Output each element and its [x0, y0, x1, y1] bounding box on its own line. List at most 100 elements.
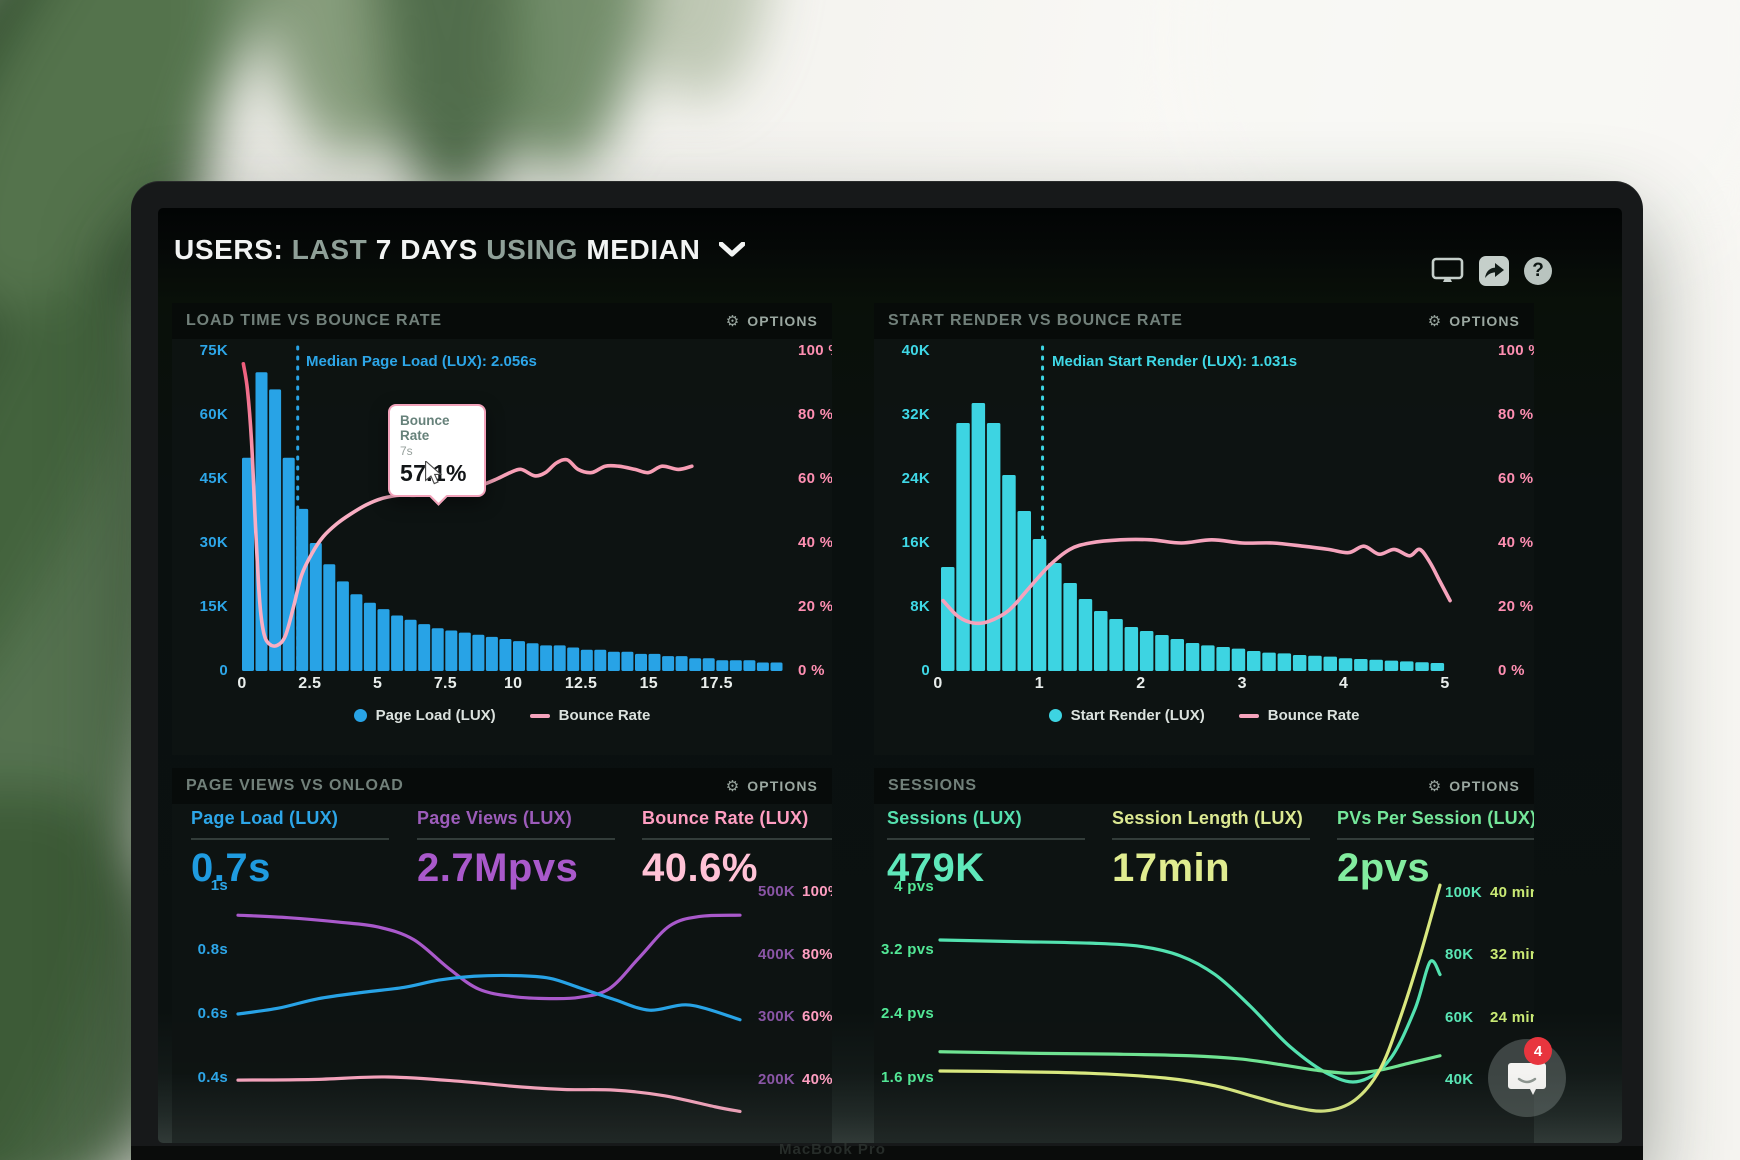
- chart-canvas-start-render[interactable]: [874, 303, 1534, 755]
- bar[interactable]: [485, 636, 498, 671]
- panel-header: START RENDER VS BOUNCE RATE ⚙ OPTIONS: [874, 303, 1534, 339]
- bar[interactable]: [702, 658, 715, 671]
- bar[interactable]: [404, 619, 417, 671]
- panel-title: START RENDER VS BOUNCE RATE: [888, 312, 1183, 329]
- bar[interactable]: [499, 639, 512, 671]
- bar[interactable]: [635, 653, 647, 671]
- panel-sessions: SESSIONS ⚙ OPTIONS Sessions (LUX) 479K Se…: [874, 768, 1534, 1143]
- bar[interactable]: [350, 594, 363, 671]
- options-button[interactable]: ⚙ OPTIONS: [1427, 777, 1520, 795]
- axis-label: 80 %: [1498, 406, 1534, 423]
- bar[interactable]: [1201, 645, 1215, 671]
- bar[interactable]: [743, 660, 756, 671]
- chart-canvas-sessions[interactable]: [874, 768, 1534, 1143]
- bar[interactable]: [729, 660, 742, 671]
- help-icon[interactable]: ?: [1524, 257, 1552, 285]
- bar[interactable]: [1002, 475, 1016, 671]
- title-median: MEDIAN: [586, 234, 701, 265]
- bar[interactable]: [391, 615, 404, 672]
- chat-launcher-button[interactable]: [1488, 1039, 1566, 1117]
- bar[interactable]: [1032, 539, 1047, 671]
- bar[interactable]: [1354, 659, 1368, 671]
- bar[interactable]: [513, 641, 525, 671]
- bar[interactable]: [1415, 662, 1429, 671]
- bar[interactable]: [1247, 651, 1261, 671]
- bar[interactable]: [756, 662, 769, 672]
- bar[interactable]: [971, 403, 986, 671]
- bar[interactable]: [1078, 599, 1093, 671]
- bar[interactable]: [567, 647, 580, 672]
- monitor-icon[interactable]: [1431, 257, 1464, 285]
- bar[interactable]: [1400, 661, 1414, 671]
- bar[interactable]: [1109, 619, 1123, 671]
- axis-label: 0 %: [798, 662, 825, 679]
- bar[interactable]: [1185, 643, 1200, 671]
- axis-label: 0: [921, 662, 930, 679]
- bar[interactable]: [1430, 663, 1445, 671]
- bar[interactable]: [445, 630, 458, 672]
- bar[interactable]: [1063, 583, 1077, 671]
- chevron-down-icon[interactable]: [718, 242, 745, 257]
- bar[interactable]: [336, 581, 349, 671]
- bar[interactable]: [1308, 655, 1322, 671]
- bar[interactable]: [716, 660, 729, 671]
- bar[interactable]: [621, 651, 634, 671]
- bar[interactable]: [296, 508, 309, 671]
- bar[interactable]: [323, 564, 336, 671]
- bar[interactable]: [662, 656, 675, 671]
- bar[interactable]: [675, 656, 688, 671]
- bar[interactable]: [526, 643, 539, 671]
- bar[interactable]: [242, 457, 254, 671]
- bar[interactable]: [458, 632, 471, 671]
- bar[interactable]: [418, 624, 431, 671]
- bar[interactable]: [1048, 563, 1062, 671]
- bar[interactable]: [1139, 631, 1154, 671]
- bar[interactable]: [472, 634, 485, 671]
- share-icon[interactable]: [1479, 256, 1509, 286]
- bar[interactable]: [1124, 627, 1139, 671]
- axis-label: 200K: [758, 1071, 796, 1088]
- bar[interactable]: [607, 651, 620, 671]
- metric-session-length: Session Length (LUX) 17min: [1112, 808, 1322, 891]
- options-button[interactable]: ⚙ OPTIONS: [725, 777, 818, 795]
- bar[interactable]: [956, 423, 970, 671]
- bar[interactable]: [1155, 635, 1169, 671]
- options-button[interactable]: ⚙ OPTIONS: [1427, 312, 1520, 330]
- bar[interactable]: [1323, 656, 1338, 671]
- page-title[interactable]: USERS: LAST 7 DAYS USING MEDIAN: [174, 234, 745, 266]
- title-last: LAST: [291, 234, 368, 265]
- bar[interactable]: [309, 543, 322, 671]
- bar[interactable]: [1384, 660, 1399, 671]
- bar[interactable]: [377, 609, 390, 671]
- bar[interactable]: [431, 628, 444, 671]
- bar[interactable]: [1094, 611, 1108, 671]
- legend-dash-pink: [1238, 713, 1259, 718]
- axis-label: 0 %: [1498, 662, 1525, 679]
- bar[interactable]: [1231, 648, 1246, 671]
- bar[interactable]: [594, 649, 607, 671]
- bar[interactable]: [1338, 658, 1353, 671]
- bar[interactable]: [540, 645, 553, 671]
- axis-label: 40K: [1445, 1071, 1474, 1088]
- bar[interactable]: [1262, 652, 1276, 671]
- bar[interactable]: [580, 649, 593, 671]
- bar[interactable]: [941, 567, 955, 671]
- chat-unread-badge[interactable]: 4: [1524, 1037, 1552, 1065]
- bar[interactable]: [1216, 647, 1230, 671]
- bar[interactable]: [553, 645, 566, 671]
- bar[interactable]: [1292, 655, 1307, 671]
- bar[interactable]: [1170, 639, 1185, 671]
- axis-label: 60K: [199, 406, 228, 423]
- axis-label: 100 %: [798, 342, 832, 359]
- bar[interactable]: [770, 662, 783, 672]
- bar[interactable]: [1277, 653, 1292, 671]
- bar[interactable]: [269, 389, 282, 671]
- bar[interactable]: [1369, 659, 1383, 671]
- bar[interactable]: [648, 653, 661, 671]
- options-button[interactable]: ⚙ OPTIONS: [725, 312, 818, 330]
- bar[interactable]: [986, 423, 1001, 671]
- chart-canvas-page-views[interactable]: [172, 768, 832, 1143]
- chart-canvas-load-time[interactable]: [172, 303, 832, 755]
- bar[interactable]: [689, 658, 702, 671]
- bar[interactable]: [363, 602, 376, 671]
